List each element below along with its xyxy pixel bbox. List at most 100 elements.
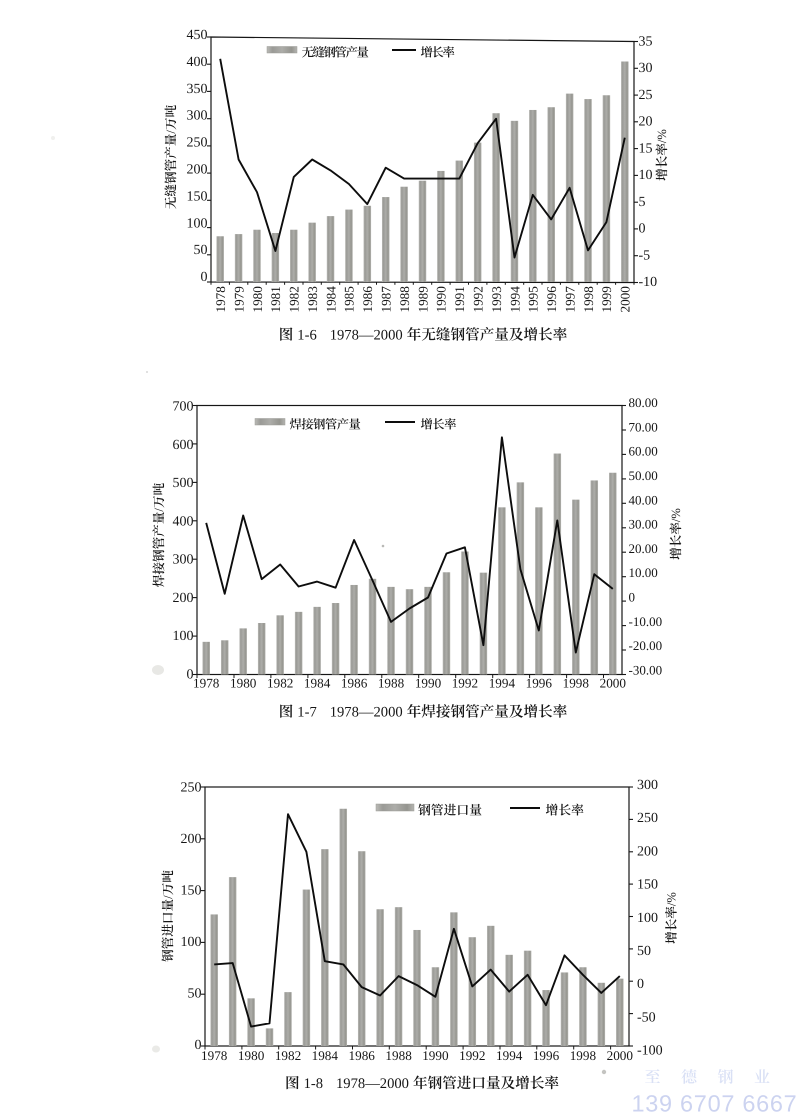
svg-text:/%: /% xyxy=(655,129,669,143)
svg-text:450: 450 xyxy=(187,28,208,43)
svg-text:0: 0 xyxy=(629,590,636,605)
svg-text:1998: 1998 xyxy=(563,676,590,691)
svg-text:1982: 1982 xyxy=(275,1048,301,1063)
svg-text:30: 30 xyxy=(639,61,653,76)
svg-text:1994: 1994 xyxy=(489,676,516,691)
svg-text:1-7: 1-7 xyxy=(297,705,316,721)
svg-text:0: 0 xyxy=(195,1038,202,1053)
svg-text:1998: 1998 xyxy=(581,286,596,313)
svg-text:-10.00: -10.00 xyxy=(629,614,663,629)
svg-text:5: 5 xyxy=(639,195,646,210)
svg-text:100: 100 xyxy=(181,935,202,950)
svg-text:250: 250 xyxy=(637,811,658,826)
svg-text:1980: 1980 xyxy=(250,286,265,313)
svg-text:0: 0 xyxy=(637,977,644,992)
svg-text:139 6707 6667: 139 6707 6667 xyxy=(632,1091,798,1117)
svg-text:-100: -100 xyxy=(637,1044,663,1059)
svg-text:0: 0 xyxy=(639,222,646,237)
svg-text:/%: /% xyxy=(665,892,679,906)
svg-text:1988: 1988 xyxy=(397,286,412,313)
svg-text:-5: -5 xyxy=(639,248,651,263)
svg-text:200: 200 xyxy=(181,832,202,847)
svg-text:50: 50 xyxy=(188,987,202,1002)
svg-text:15: 15 xyxy=(639,141,653,156)
svg-text:700: 700 xyxy=(173,400,194,415)
svg-text:50.00: 50.00 xyxy=(629,468,658,483)
svg-text:1978—2000: 1978—2000 xyxy=(336,1076,409,1092)
svg-text:1992: 1992 xyxy=(452,676,478,691)
svg-text:1984: 1984 xyxy=(312,1048,339,1063)
svg-text:0: 0 xyxy=(201,270,208,285)
svg-text:0: 0 xyxy=(187,668,194,683)
svg-text:20: 20 xyxy=(639,115,653,130)
svg-text:250: 250 xyxy=(187,136,208,151)
svg-text:-50: -50 xyxy=(637,1010,656,1025)
svg-text:1989: 1989 xyxy=(415,286,430,313)
svg-text:1986: 1986 xyxy=(349,1048,376,1063)
svg-text:1992: 1992 xyxy=(459,1048,485,1063)
svg-text:1987: 1987 xyxy=(379,286,394,313)
svg-text:150: 150 xyxy=(637,878,658,893)
svg-text:1-6: 1-6 xyxy=(297,328,316,344)
svg-text:1985: 1985 xyxy=(342,286,357,313)
svg-text:1996: 1996 xyxy=(533,1048,560,1063)
svg-text:1984: 1984 xyxy=(304,676,331,691)
svg-text:1980: 1980 xyxy=(230,676,257,691)
svg-text:70.00: 70.00 xyxy=(629,419,658,434)
svg-text:40.00: 40.00 xyxy=(629,492,658,507)
svg-text:1997: 1997 xyxy=(562,286,577,313)
svg-text:1996: 1996 xyxy=(526,676,553,691)
svg-text:400: 400 xyxy=(187,55,208,70)
svg-text:50: 50 xyxy=(637,944,651,959)
svg-text:50: 50 xyxy=(194,243,208,258)
svg-text:1984: 1984 xyxy=(323,286,338,313)
svg-text:/: / xyxy=(152,508,166,512)
svg-text:1978: 1978 xyxy=(193,676,220,691)
svg-text:350: 350 xyxy=(187,82,208,97)
svg-text:1978—2000: 1978—2000 xyxy=(330,705,403,721)
svg-text:1999: 1999 xyxy=(599,286,614,313)
svg-text:1991: 1991 xyxy=(452,286,467,312)
svg-text:1982: 1982 xyxy=(287,286,302,312)
svg-text:300: 300 xyxy=(173,553,194,568)
svg-text:1993: 1993 xyxy=(489,286,504,313)
svg-text:1979: 1979 xyxy=(231,286,246,313)
svg-text:200: 200 xyxy=(637,844,658,859)
svg-text:10.00: 10.00 xyxy=(629,565,658,580)
svg-text:20.00: 20.00 xyxy=(629,541,658,556)
svg-text:1990: 1990 xyxy=(422,1048,449,1063)
svg-text:2000: 2000 xyxy=(600,676,627,691)
svg-text:/: / xyxy=(164,130,178,134)
svg-text:1978: 1978 xyxy=(201,1048,228,1063)
svg-text:2000: 2000 xyxy=(607,1048,634,1063)
svg-text:1996: 1996 xyxy=(544,286,559,313)
svg-text:-20.00: -20.00 xyxy=(629,638,663,653)
svg-text:1986: 1986 xyxy=(341,676,368,691)
svg-text:-30.00: -30.00 xyxy=(629,663,663,678)
svg-text:200: 200 xyxy=(187,163,208,178)
svg-text:150: 150 xyxy=(187,189,208,204)
svg-text:60.00: 60.00 xyxy=(629,444,658,459)
svg-text:300: 300 xyxy=(187,109,208,124)
svg-text:1994: 1994 xyxy=(496,1048,523,1063)
svg-text:10: 10 xyxy=(639,168,653,183)
svg-text:100: 100 xyxy=(173,629,194,644)
svg-text:1978—2000: 1978—2000 xyxy=(330,328,403,344)
svg-text:1981: 1981 xyxy=(268,286,283,312)
svg-text:600: 600 xyxy=(173,438,194,453)
svg-text:1978: 1978 xyxy=(213,286,228,313)
svg-text:1995: 1995 xyxy=(526,286,541,313)
svg-text:1983: 1983 xyxy=(305,286,320,313)
svg-text:1998: 1998 xyxy=(570,1048,597,1063)
svg-text:1988: 1988 xyxy=(378,676,405,691)
svg-text:300: 300 xyxy=(637,778,658,793)
svg-text:25: 25 xyxy=(639,88,653,103)
svg-text:500: 500 xyxy=(173,476,194,491)
svg-text:1994: 1994 xyxy=(507,286,522,313)
svg-text:200: 200 xyxy=(173,591,194,606)
svg-text:1-8: 1-8 xyxy=(304,1076,323,1092)
svg-text:80.00: 80.00 xyxy=(629,395,658,410)
svg-text:100: 100 xyxy=(637,911,658,926)
svg-text:1990: 1990 xyxy=(434,286,449,313)
svg-text:1986: 1986 xyxy=(360,286,375,313)
